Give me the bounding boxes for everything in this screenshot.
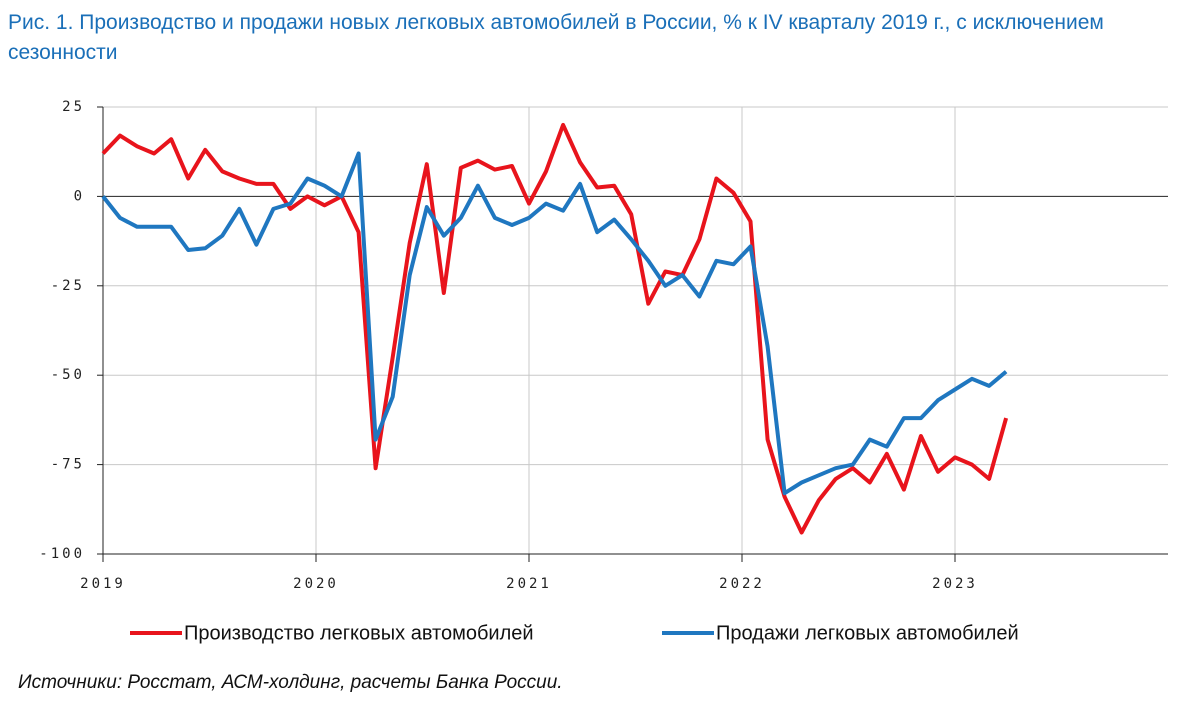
series-line: [101, 122, 1009, 535]
legend-label: Производство легковых автомобилей: [184, 622, 534, 644]
source-note: Источники: Росстат, АСМ-холдинг, расчеты…: [18, 672, 563, 693]
x-tick-label: 2020: [293, 576, 339, 592]
y-tick-label: -25: [51, 278, 85, 294]
x-tick-label: 2019: [80, 576, 126, 592]
y-tick-label: -75: [51, 457, 85, 473]
y-tick-label: -50: [51, 367, 85, 383]
y-tick-label: -100: [39, 546, 85, 562]
y-tick-label: 0: [74, 188, 85, 204]
legend-label: Продажи легковых автомобилей: [716, 622, 1019, 644]
x-tick-label: 2023: [932, 576, 978, 592]
y-tick-label: 25: [62, 99, 85, 115]
chart-title: Рис. 1. Производство и продажи новых лег…: [8, 11, 1104, 64]
series-line: [101, 151, 1008, 496]
x-tick-label: 2021: [506, 576, 552, 592]
x-tick-label: 2022: [719, 576, 765, 592]
